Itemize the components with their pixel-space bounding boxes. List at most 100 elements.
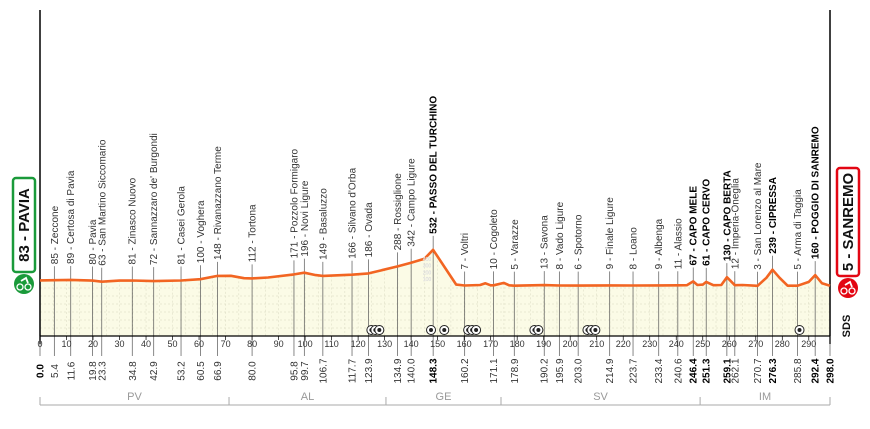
profile-fill [40, 249, 830, 336]
x-tick-label: 120 [351, 339, 366, 349]
waypoint-label: 9 - Finale Ligure [605, 197, 616, 270]
x-tick-label: 50 [168, 339, 178, 349]
x-tick-label: 280 [775, 339, 790, 349]
waypoint-label: 6 - Spotorno [574, 214, 585, 269]
waypoint-label: 239 - CIPRESSA [768, 177, 779, 254]
altitude-scale-tick: 200 [423, 270, 432, 276]
rider [20, 276, 29, 284]
waypoint-label: 7 - Voltri [460, 233, 471, 270]
km-label: 223.7 [629, 358, 640, 383]
km-label: 123.9 [364, 358, 375, 383]
km-label: 195.9 [555, 358, 566, 383]
km-label: 160.2 [460, 358, 471, 383]
altitude-scale-tick: 300 [423, 264, 432, 270]
altitude-scale-tick: 400 [423, 257, 432, 263]
intermediate-marker-icon-dot [429, 328, 434, 332]
waypoint-label: 171 - Pozzolo Formigaro [289, 148, 300, 258]
x-tick-label: 190 [536, 339, 551, 349]
km-label: 11.6 [66, 361, 77, 380]
km-label: 23.3 [97, 361, 108, 381]
x-tick-label: 110 [324, 339, 338, 349]
altitude-scale-tick: 100 [423, 277, 432, 283]
km-label: 34.8 [128, 361, 139, 381]
waypoint-label: 10 - Cogoleto [489, 209, 500, 269]
start-box [11, 176, 37, 274]
sector-label: IM [759, 391, 771, 403]
waypoint-label: 130 - CAPO BERTA [722, 170, 733, 261]
x-tick-label: 90 [274, 339, 284, 349]
waypoint-label: 3 - San Lorenzo al Mare [753, 162, 764, 270]
waypoint-label: 13 - Savona [540, 215, 551, 269]
x-tick-label: 260 [722, 339, 737, 349]
x-tick-label: 40 [141, 339, 151, 349]
x-tick-label: 270 [748, 339, 763, 349]
km-label: 262.1 [730, 358, 741, 383]
waypoint-label: 288 - Rossiglione [393, 173, 404, 251]
waypoint-label: 89 - Certosa di Pavia [66, 170, 77, 264]
km-label: 292.4 [811, 358, 822, 383]
waypoint-label: 149 - Basaluzzo [318, 188, 329, 260]
waypoint-label: 196 - Novi Ligure [300, 180, 311, 257]
waypoint-label: 160 - POGGIO DI SANREMO [811, 126, 822, 259]
profile-line [39, 248, 831, 288]
km-label: 80.0 [248, 361, 259, 381]
km-label: 214.9 [605, 358, 616, 383]
x-tick-label: 70 [221, 339, 231, 349]
x-tick-label: 240 [669, 339, 684, 349]
km-label: 53.2 [177, 361, 188, 381]
km-label: 117.7 [348, 358, 359, 383]
waypoint-label: 12 - Imperia-Oneglia [730, 178, 741, 270]
km-label: 66.9 [213, 361, 224, 381]
x-tick-label: 30 [115, 339, 125, 349]
wheel [848, 287, 856, 295]
sector-label: SV [593, 391, 608, 403]
km-label: 106.7 [318, 358, 329, 383]
waypoint-label: 186 - Ovada [364, 202, 375, 257]
km-label: 171.1 [489, 358, 500, 383]
waypoint-label: 9 - Albenga [654, 218, 665, 269]
km-label: 233.4 [654, 358, 665, 383]
x-tick-label: 130 [377, 339, 392, 349]
x-tick-label: 160 [457, 339, 472, 349]
start-cyclist-icon [14, 274, 34, 294]
waypoint-label: 61 - CAPO CERVO [702, 179, 713, 266]
km-label: 259.1 [722, 358, 733, 383]
x-tick-label: 140 [404, 339, 419, 349]
x-tick-label: 80 [247, 339, 257, 349]
start-label: 83 - PAVIA [16, 188, 33, 262]
km-label: 5.4 [50, 364, 61, 378]
x-tick-label: 20 [88, 339, 98, 349]
km-label: 140.0 [407, 358, 418, 383]
x-tick-label: 0 [37, 339, 42, 349]
km-label: 148.3 [429, 358, 440, 383]
x-tick-label: 230 [642, 339, 657, 349]
km-label: 190.2 [540, 358, 551, 383]
intermediate-marker-icon-dot [442, 328, 447, 332]
x-tick-label: 290 [801, 339, 816, 349]
intermediate-marker-icon-dot [377, 328, 382, 332]
x-tick-label: 250 [695, 339, 710, 349]
intermediate-marker-icon-dot [797, 328, 802, 332]
x-tick-label: 100 [298, 339, 313, 349]
x-tick-label: 200 [563, 339, 578, 349]
waypoint-label: 63 - San Martino Siccomario [97, 139, 108, 266]
km-label: 178.9 [510, 358, 521, 383]
x-tick-label: 220 [616, 339, 631, 349]
intermediate-marker-icon-dot [536, 328, 541, 332]
x-tick-label: 60 [194, 339, 204, 349]
waypoint-label: 5 - Varazze [510, 219, 521, 270]
sector-label: AL [301, 391, 314, 403]
waypoint-label: 8 - Loano [629, 227, 640, 270]
rider [844, 280, 853, 288]
km-label: 42.9 [149, 361, 160, 381]
x-tick-label: 150 [430, 339, 445, 349]
waypoint-label: 67 - CAPO MELE [689, 186, 700, 266]
km-label: 285.8 [793, 358, 804, 383]
waypoint-label: 148 - Rivanazzano Terme [213, 146, 224, 260]
finish-label: 5 - SANREMO [840, 172, 857, 271]
waypoint-label: 81 - Casei Gerola [177, 186, 188, 265]
x-tick-label: 10 [62, 339, 72, 349]
waypoint-label: 112 - Tortona [248, 204, 259, 262]
waypoint-label: 342 - Campo Ligure [407, 158, 418, 247]
